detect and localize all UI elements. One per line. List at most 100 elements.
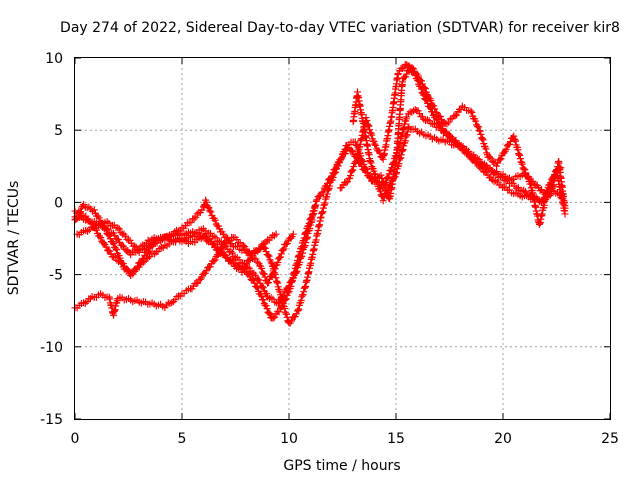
data-point (311, 204, 319, 212)
data-point (420, 91, 428, 99)
y-tick-label: 0 (54, 195, 63, 211)
data-point (110, 253, 118, 261)
data-point (406, 64, 414, 72)
data-point (281, 296, 289, 304)
data-point (351, 138, 359, 146)
data-point (446, 131, 453, 139)
data-point (233, 236, 241, 244)
data-point (348, 167, 356, 175)
data-point (121, 232, 129, 240)
data-point (267, 258, 275, 266)
data-point (284, 318, 292, 326)
data-point (198, 274, 206, 282)
data-point (82, 212, 90, 220)
data-point (199, 232, 207, 240)
data-point (374, 179, 382, 187)
data-point (209, 241, 217, 249)
data-point (284, 289, 292, 297)
data-point (114, 224, 122, 232)
data-point (202, 198, 210, 206)
data-point (420, 84, 428, 92)
plot-frame (74, 57, 611, 420)
data-point (202, 267, 210, 275)
data-point (297, 244, 305, 252)
data-point (206, 207, 214, 215)
data-point (300, 288, 308, 296)
data-point (289, 230, 297, 238)
data-point (114, 236, 122, 244)
data-point (468, 108, 476, 116)
data-point (302, 282, 310, 290)
data-point (319, 188, 327, 196)
y-tick-label: -15 (40, 412, 63, 428)
data-point (307, 214, 315, 222)
data-point (283, 240, 291, 248)
data-point (426, 104, 434, 112)
data-point (368, 131, 376, 139)
data-point (511, 136, 519, 144)
data-point (346, 172, 354, 180)
data-point (561, 204, 569, 212)
data-point (108, 238, 116, 246)
x-tick-label: 15 (387, 431, 405, 447)
data-point (366, 172, 374, 180)
data-point (492, 177, 500, 185)
data-point (168, 299, 176, 307)
data-point (80, 299, 88, 307)
data-point (510, 132, 518, 140)
data-point (447, 133, 455, 141)
data-point (363, 165, 371, 173)
data-point (171, 296, 179, 304)
series-track-e (73, 196, 297, 287)
y-tick-label: -5 (49, 268, 63, 284)
data-point (277, 250, 285, 258)
data-point (414, 76, 422, 84)
data-point (257, 292, 265, 300)
data-point (371, 170, 379, 178)
data-point (423, 116, 431, 124)
data-point (335, 159, 343, 167)
data-point (301, 284, 309, 292)
data-point (398, 65, 406, 73)
data-point (81, 299, 89, 307)
chart-title: Day 274 of 2022, Sidereal Day-to-day VTE… (60, 20, 620, 36)
data-point (279, 300, 287, 308)
data-point (272, 230, 280, 238)
data-point (115, 225, 123, 233)
data-point (332, 168, 340, 176)
data-point (472, 117, 480, 125)
data-points (71, 60, 569, 327)
data-point (194, 279, 202, 287)
data-point (157, 243, 165, 251)
data-point (97, 234, 105, 242)
data-point (261, 273, 269, 281)
data-point (467, 154, 475, 162)
data-point (201, 234, 209, 242)
data-point (124, 266, 132, 274)
x-tick-label: 10 (280, 431, 298, 447)
data-point (246, 272, 254, 280)
data-point (457, 106, 465, 114)
data-point (305, 219, 313, 227)
data-point (300, 284, 308, 292)
data-point (205, 204, 213, 212)
data-point (192, 213, 200, 221)
data-point (211, 256, 219, 264)
data-point (132, 243, 140, 251)
data-point (488, 176, 496, 184)
data-point (276, 253, 284, 261)
data-point (331, 169, 339, 177)
data-point (302, 229, 310, 237)
data-point (282, 240, 290, 248)
data-point (256, 244, 264, 252)
data-point (433, 115, 441, 123)
data-point (446, 115, 454, 123)
x-axis-title: GPS time / hours (283, 458, 400, 474)
data-point (265, 309, 273, 317)
data-point (131, 242, 139, 250)
data-point (378, 174, 386, 182)
data-point (253, 258, 261, 266)
data-point (360, 160, 368, 168)
data-point (445, 118, 453, 126)
data-point (224, 234, 232, 242)
